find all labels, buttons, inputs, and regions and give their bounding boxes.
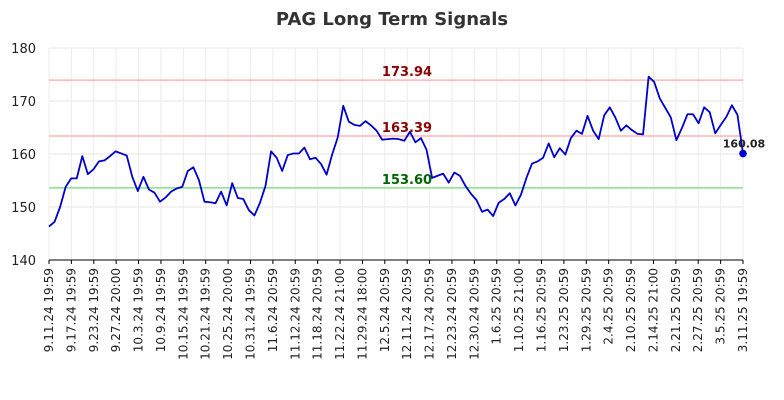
x-tick-label: 2.4.25 20:59 [602,268,616,345]
x-tick-label: 2.14.25 21:00 [646,268,660,352]
x-tick-label: 3.5.25 20:59 [714,268,728,345]
x-tick-label: 10.21.24 19:59 [199,268,213,360]
x-tick-label: 9.23.24 19:59 [87,268,101,352]
x-tick-label: 10.9.24 19:59 [154,268,168,352]
x-tick-label: 12.11.24 20:59 [400,268,414,360]
signal-lines [49,79,743,189]
x-tick-label: 9.17.24 19:59 [64,268,78,352]
x-tick-label: 1.29.25 20:59 [579,268,593,352]
price-line [48,75,744,228]
x-tick-label: 10.3.24 19:59 [132,268,146,352]
y-tick-label: 180 [11,42,36,57]
x-tick-label: 2.27.25 20:59 [691,268,705,352]
x-tick-label: 1.10.25 21:00 [512,268,526,352]
last-point: 160.08 [723,138,765,158]
signal-label: 173.94 [382,65,432,80]
grid [48,47,744,261]
x-tick-label: 9.27.24 20:00 [109,268,123,352]
y-tick-label: 160 [11,148,36,163]
x-tick-label: 11.18.24 20:59 [311,268,325,360]
x-tick-label: 10.31.24 19:59 [243,268,257,360]
chart-title: PAG Long Term Signals [276,9,508,30]
x-tick-label: 1.23.25 20:59 [557,268,571,352]
y-tick-label: 140 [11,254,36,269]
y-tick-label: 170 [11,95,36,110]
x-tick-label: 9.11.24 19:59 [42,268,56,352]
x-tick-label: 11.12.24 20:59 [288,268,302,360]
x-tick-label: 1.16.25 20:59 [535,268,549,352]
x-tick-label: 1.6.25 20:59 [490,268,504,345]
x-tick-label: 10.25.24 20:00 [221,268,235,360]
x-tick-label: 11.6.24 20:59 [266,268,280,352]
y-axis-ticks: 140 150 160 170 180 [11,42,36,269]
last-point-marker [739,149,747,158]
y-tick-label: 150 [11,201,36,216]
signal-labels: 173.94 163.39 153.60 [382,65,432,188]
x-tick-label: 12.30.24 20:59 [467,268,481,360]
x-tick-label: 2.10.25 20:59 [624,268,638,352]
x-tick-label: 10.15.24 19:59 [176,268,190,360]
series [48,75,744,228]
x-tick-label: 12.5.24 20:59 [378,268,392,352]
x-tick-label: 3.11.25 19:59 [736,268,750,352]
x-tick-label: 12.23.24 20:59 [445,268,459,360]
signal-label: 153.60 [382,173,432,188]
signal-label: 163.39 [382,121,432,136]
x-axis-ticks: 9.11.24 19:59 9.17.24 19:59 9.23.24 19:59 9… [42,260,750,360]
x-tick-label: 11.29.24 18:00 [355,268,369,360]
x-tick-label: 12.17.24 20:59 [423,268,437,360]
x-tick-label: 11.22.24 21:00 [333,268,347,360]
last-point-label: 160.08 [723,138,765,151]
x-tick-label: 2.21.25 20:59 [669,268,683,352]
